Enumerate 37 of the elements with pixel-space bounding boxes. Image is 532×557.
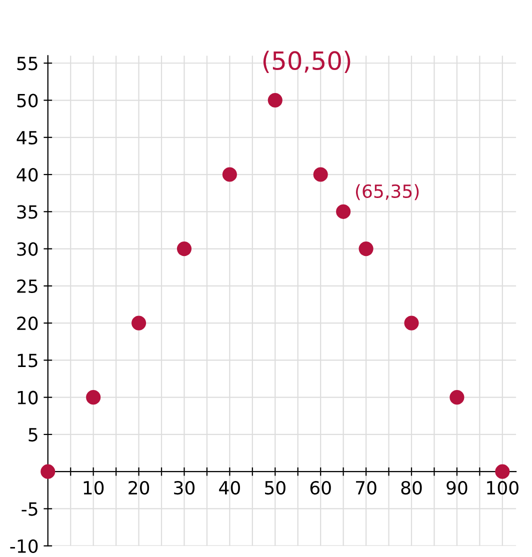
point (40, 464, 56, 479)
y-tick-label: 40 (16, 168, 38, 182)
annotation: (50,50) (263, 50, 350, 73)
point (86, 390, 101, 405)
annotation: (65,35) (356, 184, 419, 200)
point (313, 167, 328, 182)
x-tick-label: 40 (219, 480, 240, 495)
y-tick-label: 10 (18, 390, 38, 404)
y-tick-label: 55 (17, 56, 38, 70)
x-tick-label: 90 (446, 480, 468, 495)
point (222, 167, 237, 182)
y-tick-label: 5 (28, 428, 38, 442)
y-tick-label: 45 (16, 131, 38, 145)
y-tick-label: 50 (17, 94, 38, 108)
x-tick-label: 30 (174, 480, 195, 495)
point (336, 204, 351, 219)
point (404, 316, 419, 330)
x-tick-label: 20 (128, 480, 150, 495)
y-tick-label: -10 (10, 539, 38, 553)
point (132, 316, 146, 330)
y-tick-label: 15 (18, 354, 38, 368)
x-tick-label: 100 (487, 480, 518, 495)
x-tick-label: 60 (310, 480, 331, 495)
point (450, 390, 464, 405)
point (495, 464, 510, 479)
x-tick-label: 10 (84, 480, 104, 495)
y-tick-label: 35 (17, 205, 38, 219)
x-tick-label: 70 (356, 480, 376, 495)
point (176, 242, 192, 256)
y-tick-label: 25 (17, 279, 38, 294)
x-tick-label: 50 (265, 480, 286, 495)
y-tick-label: 20 (17, 316, 38, 330)
y-tick-label: 30 (17, 242, 38, 256)
point (358, 242, 374, 256)
y-tick-label: -5 (22, 502, 38, 516)
point (268, 92, 282, 108)
x-tick-label: 80 (401, 480, 422, 495)
